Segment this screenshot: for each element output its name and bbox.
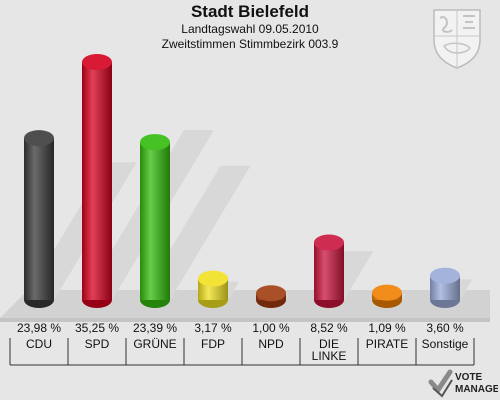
chart-subtitle-election: Landtagswahl 09.05.2010 — [181, 22, 319, 36]
category-label: DIE — [319, 337, 339, 351]
coat-of-arms-icon — [433, 9, 481, 69]
bar — [140, 134, 170, 308]
value-label: 1,00 % — [252, 321, 290, 335]
bar-top — [140, 134, 170, 151]
bar — [82, 54, 112, 308]
value-label: 35,25 % — [75, 321, 119, 335]
vote-manager-logo: VOTE MANAGER — [428, 369, 498, 398]
value-label: 3,17 % — [194, 321, 232, 335]
bar-body — [140, 142, 170, 300]
bar — [430, 267, 460, 308]
category-label: LINKE — [312, 349, 347, 363]
bar — [372, 284, 402, 308]
value-label: 8,52 % — [310, 321, 348, 335]
chart-subtitle-district: Zweitstimmen Stimmbezirk 003.9 — [161, 37, 339, 51]
bar-top — [372, 284, 402, 301]
bar — [256, 285, 286, 308]
category-label: FDP — [201, 337, 225, 351]
brand-line-2: MANAGER — [455, 384, 498, 395]
value-labels: 23,98 % 35,25 % 23,39 % 3,17 % 1,00 % 8,52 % 1… — [17, 321, 464, 335]
bar-body — [82, 62, 112, 300]
category-label: NPD — [258, 337, 284, 351]
brand-line-1: VOTE — [455, 372, 483, 383]
checkmark-icon — [428, 369, 453, 398]
bar — [314, 234, 344, 308]
bar-top — [430, 267, 460, 284]
category-label: GRÜNE — [133, 337, 176, 351]
value-label: 23,98 % — [17, 321, 61, 335]
bar-top — [314, 234, 344, 251]
value-label: 23,39 % — [133, 321, 177, 335]
chart-floor-front — [0, 318, 490, 322]
value-label: 3,60 % — [426, 321, 464, 335]
bar — [198, 270, 228, 308]
bar-body — [24, 138, 54, 300]
value-label: 1,09 % — [368, 321, 406, 335]
bar-body — [314, 242, 344, 300]
chart-title: Stadt Bielefeld — [190, 2, 310, 21]
category-label: PIRATE — [366, 337, 408, 351]
bar — [24, 130, 54, 308]
bar-top — [198, 270, 228, 287]
bar-top — [82, 54, 112, 70]
bar-top — [24, 130, 54, 147]
chart-header: Stadt Bielefeld Landtagswahl 09.05.2010 … — [0, 0, 500, 52]
category-label: CDU — [26, 337, 52, 351]
category-label: Sonstige — [422, 337, 469, 351]
category-label: SPD — [85, 337, 110, 351]
bar-top — [256, 285, 286, 302]
chart-floor — [0, 290, 490, 318]
bars — [24, 54, 460, 308]
